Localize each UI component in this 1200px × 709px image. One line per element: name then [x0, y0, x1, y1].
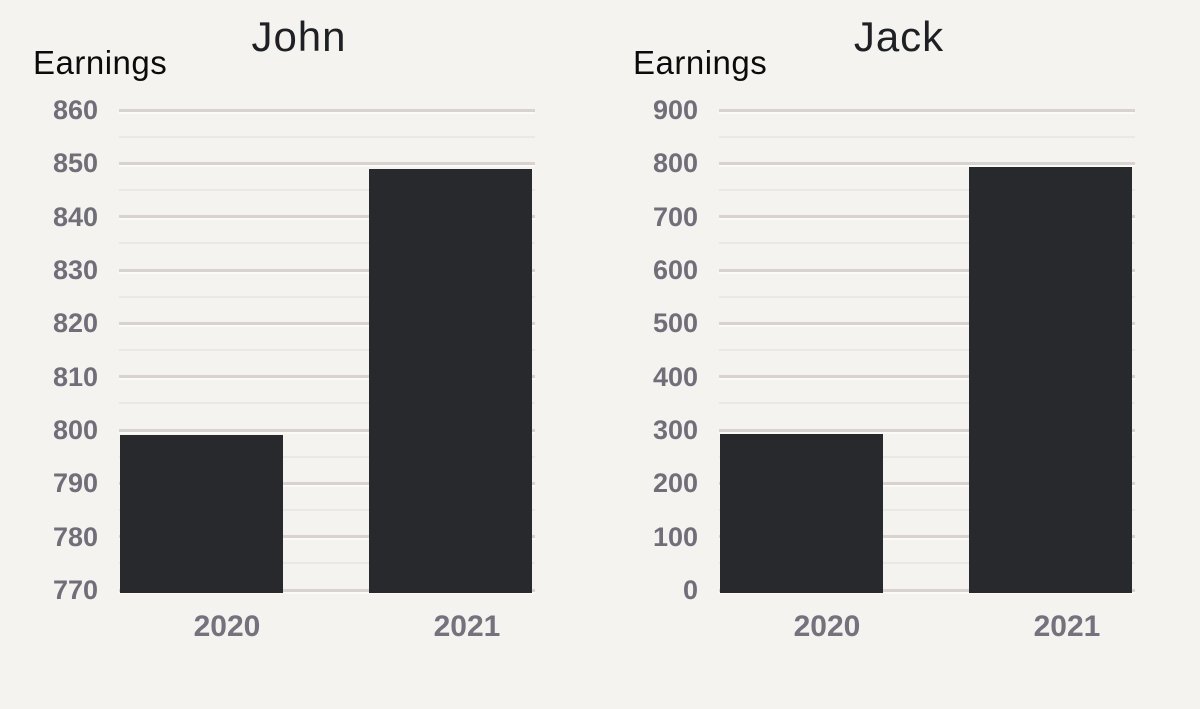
y-axis-label: Earnings — [33, 44, 168, 81]
chart-title: John — [251, 13, 347, 60]
gridline — [119, 375, 535, 379]
y-tick-label: 400 — [652, 361, 698, 392]
minor-gridline — [719, 455, 1135, 458]
gridline — [719, 321, 1135, 325]
minor-gridline — [719, 189, 1135, 191]
gridline — [719, 428, 1135, 432]
y-tick-label: 600 — [652, 255, 698, 285]
y-tick-label: 820 — [52, 308, 98, 339]
minor-gridline — [719, 242, 1135, 245]
gridline — [119, 481, 535, 485]
y-tick-label: 100 — [652, 521, 698, 552]
gridline — [719, 535, 1135, 539]
bar-2020 — [120, 435, 283, 593]
y-tick-label: 800 — [52, 415, 98, 445]
gridline — [119, 428, 535, 432]
y-tick-label: 770 — [52, 575, 98, 605]
gridline — [719, 268, 1135, 272]
minor-gridline — [119, 189, 535, 191]
minor-gridline — [719, 562, 1135, 565]
gridline — [719, 481, 1135, 485]
y-tick-label: 790 — [52, 468, 98, 499]
minor-gridline — [719, 349, 1135, 351]
y-axis-label: Earnings — [633, 44, 768, 81]
y-tick-label: 900 — [652, 95, 698, 125]
y-tick-label: 840 — [52, 201, 98, 232]
x-tick-label: 2021 — [433, 610, 501, 643]
plot-area: 860 850 840 830 820 810 800 790 780 770 2020 2021 — [52, 95, 535, 643]
gridline — [719, 215, 1135, 219]
gridline — [119, 535, 535, 539]
minor-gridline — [119, 295, 535, 298]
y-tick-label: 800 — [652, 148, 698, 179]
plot-area: 900 800 700 600 500 400 300 200 100 0 2020 2021 — [600, 0, 1200, 709]
minor-gridline — [719, 509, 1135, 511]
minor-gridline — [119, 509, 535, 511]
y-tick-label: 300 — [652, 415, 698, 445]
minor-gridline — [119, 402, 535, 405]
minor-gridline — [719, 295, 1135, 298]
chart-john: John Earnings 860 850 840 830 820 810 800 790 78… — [33, 13, 535, 643]
gridline — [119, 588, 535, 592]
gridline — [719, 375, 1135, 379]
y-tick-label: 700 — [652, 201, 698, 232]
gridline — [119, 215, 535, 219]
minor-gridline — [119, 455, 535, 458]
x-tick-label: 2020 — [193, 610, 261, 643]
chart-jack: Jack Earnings 900 800 700 600 500 400 300 200 10… — [600, 0, 1200, 709]
gridline — [719, 588, 1135, 592]
gridline — [719, 161, 1135, 165]
y-tick-label: 500 — [652, 308, 698, 339]
minor-gridline — [119, 242, 535, 245]
gridline — [119, 161, 535, 165]
y-tick-label: 200 — [652, 468, 698, 499]
y-tick-label: 780 — [52, 521, 98, 552]
bar-2021 — [369, 168, 532, 593]
y-tick-label: 860 — [52, 95, 98, 125]
minor-gridline — [719, 402, 1135, 405]
chart-title: Jack — [853, 13, 945, 60]
minor-gridline — [119, 135, 535, 138]
gridline — [119, 108, 535, 112]
minor-gridline — [119, 562, 535, 565]
bar-2020 — [720, 433, 883, 593]
gridline — [719, 108, 1135, 112]
y-tick-label: 0 — [682, 575, 698, 605]
y-tick-label: 830 — [52, 255, 98, 285]
gridline — [119, 321, 535, 325]
minor-gridline — [719, 135, 1135, 138]
gridline — [119, 268, 535, 272]
minor-gridline — [119, 349, 535, 351]
y-tick-label: 850 — [52, 148, 98, 179]
y-tick-label: 810 — [52, 361, 98, 392]
x-tick-label: 2021 — [1033, 610, 1101, 643]
x-tick-label: 2020 — [793, 610, 861, 643]
bar-2021 — [969, 167, 1132, 593]
